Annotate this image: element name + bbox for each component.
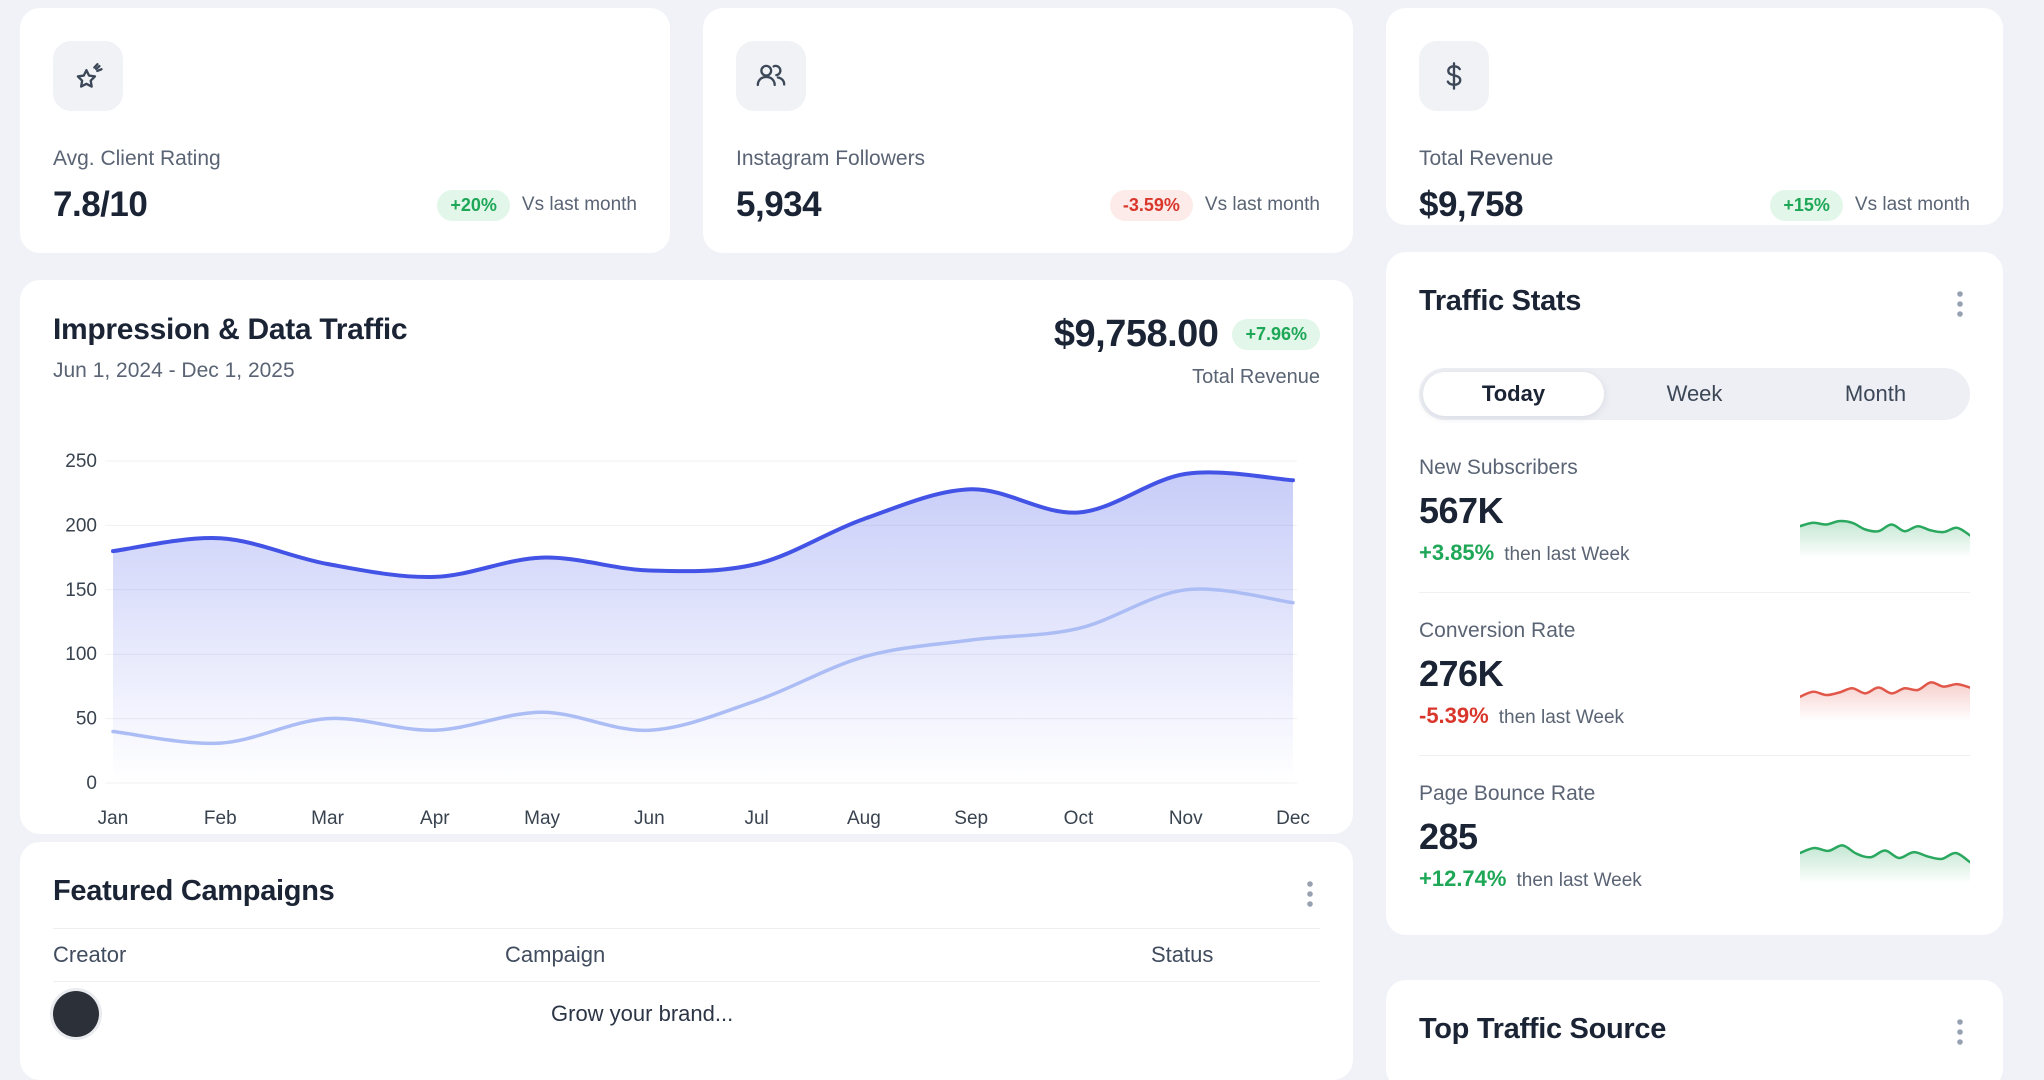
conversion-rate-sparkline <box>1800 681 1970 721</box>
svg-text:Jan: Jan <box>98 808 129 829</box>
dollar-icon <box>1419 41 1489 111</box>
svg-text:Oct: Oct <box>1064 808 1094 829</box>
tab-today[interactable]: Today <box>1423 372 1604 416</box>
stat-value: 7.8/10 <box>53 185 148 224</box>
chart-total-block: $9,758.00 +7.96% Total Revenue <box>1054 313 1320 389</box>
column-header-campaign: Campaign <box>505 942 606 967</box>
traffic-stats-menu-button[interactable] <box>1950 285 1970 328</box>
stat-card-avg-client-rating: Avg. Client Rating 7.8/10 +20% Vs last m… <box>20 8 670 253</box>
stat-value-row: 5,934 -3.59% Vs last month <box>736 185 1320 225</box>
svg-text:Nov: Nov <box>1169 808 1203 829</box>
delta-badge: +15% <box>1770 189 1843 221</box>
creator-avatar <box>53 991 99 1037</box>
stat-delta: +3.85% <box>1419 540 1495 565</box>
stat-value: $9,758 <box>1419 185 1524 224</box>
stat-row-page-bounce-rate: Page Bounce Rate 285 +12.74% then last W… <box>1419 782 1970 918</box>
svg-text:150: 150 <box>65 580 97 601</box>
campaign-cell: Grow your brand... <box>551 1001 734 1026</box>
stat-row-new-subscribers: New Subscribers 567K +3.85% then last We… <box>1419 456 1970 593</box>
svg-text:200: 200 <box>65 515 97 536</box>
stat-compare: then last Week <box>1516 870 1642 891</box>
svg-text:Mar: Mar <box>311 808 344 829</box>
right-column: Total Revenue $9,758 +15% Vs last month … <box>1386 8 2003 1080</box>
stat-row-conversion-rate: Conversion Rate 276K -5.39% then last We… <box>1419 619 1970 756</box>
svg-text:Apr: Apr <box>420 808 450 829</box>
period-tabs: Today Week Month <box>1419 368 1970 420</box>
svg-text:250: 250 <box>65 451 97 472</box>
compare-label: Vs last month <box>521 194 637 215</box>
traffic-stats-card: Traffic Stats Today Week Month New Subsc… <box>1386 252 2003 935</box>
total-revenue-label: Total Revenue <box>1192 366 1320 388</box>
stat-label: Page Bounce Rate <box>1419 782 1596 805</box>
chart-title: Impression & Data Traffic <box>53 313 408 346</box>
svg-text:Aug: Aug <box>847 808 881 829</box>
delta-badge: -3.59% <box>1109 189 1193 221</box>
total-revenue-delta-badge: +7.96% <box>1232 319 1320 350</box>
stat-card-instagram-followers: Instagram Followers 5,934 -3.59% Vs last… <box>703 8 1353 253</box>
stat-label: Avg. Client Rating <box>53 147 221 170</box>
kebab-menu-icon <box>1307 881 1313 907</box>
campaigns-table-header: Creator Campaign Status <box>53 928 1320 982</box>
kebab-menu-icon <box>1957 1019 1963 1045</box>
svg-text:Dec: Dec <box>1276 808 1310 829</box>
stat-compare: +20% Vs last month <box>437 189 637 221</box>
campaign-table-row[interactable]: Grow your brand... <box>53 982 1320 1037</box>
chart-header: Impression & Data Traffic Jun 1, 2024 - … <box>53 313 1320 389</box>
stat-card-total-revenue: Total Revenue $9,758 +15% Vs last month <box>1386 8 2003 225</box>
svg-text:May: May <box>524 808 560 829</box>
stat-compare: -3.59% Vs last month <box>1109 189 1320 221</box>
stat-value: 276K <box>1419 653 1504 694</box>
tab-week[interactable]: Week <box>1604 372 1785 416</box>
svg-text:0: 0 <box>86 773 97 794</box>
svg-text:100: 100 <box>65 644 97 665</box>
stat-label: Instagram Followers <box>736 147 926 170</box>
svg-text:Sep: Sep <box>954 808 988 829</box>
stat-delta: -5.39% <box>1419 703 1489 728</box>
delta-badge: +20% <box>437 189 510 221</box>
stat-value: 567K <box>1419 490 1504 531</box>
page-bounce-rate-sparkline <box>1800 844 1970 884</box>
stat-value: 285 <box>1419 816 1478 857</box>
top-traffic-source-menu-button[interactable] <box>1950 1013 1970 1056</box>
svg-text:Feb: Feb <box>204 808 237 829</box>
top-traffic-source-title: Top Traffic Source <box>1419 1013 1667 1045</box>
left-column: Avg. Client Rating 7.8/10 +20% Vs last m… <box>20 8 1353 1080</box>
users-icon <box>736 41 806 111</box>
column-header-status: Status <box>1151 942 1214 967</box>
featured-campaigns-menu-button[interactable] <box>1300 875 1320 918</box>
impression-data-traffic-card: Impression & Data Traffic Jun 1, 2024 - … <box>20 280 1353 834</box>
stat-compare: then last Week <box>1504 544 1630 565</box>
stat-value-row: $9,758 +15% Vs last month <box>1419 185 1970 225</box>
featured-campaigns-card: Featured Campaigns Creator Campaign Stat… <box>20 842 1353 1080</box>
compare-label: Vs last month <box>1204 194 1320 215</box>
kebab-menu-icon <box>1957 291 1963 317</box>
svg-text:Jun: Jun <box>634 808 665 829</box>
new-subscribers-sparkline <box>1800 519 1970 558</box>
stat-value: 5,934 <box>736 185 822 224</box>
stat-value-row: 7.8/10 +20% Vs last month <box>53 185 637 225</box>
featured-campaigns-title: Featured Campaigns <box>53 875 335 907</box>
svg-text:50: 50 <box>76 709 97 730</box>
top-traffic-source-card: Top Traffic Source <box>1386 980 2003 1080</box>
stat-compare: +15% Vs last month <box>1770 189 1970 221</box>
stat-label: Conversion Rate <box>1419 619 1576 642</box>
stat-compare: then last Week <box>1498 707 1625 728</box>
star-sparkle-icon <box>53 41 123 111</box>
svg-text:Jul: Jul <box>744 808 768 829</box>
kpi-card-row: Avg. Client Rating 7.8/10 +20% Vs last m… <box>20 8 1353 253</box>
column-header-creator: Creator <box>53 942 127 967</box>
traffic-stats-title: Traffic Stats <box>1419 285 1582 317</box>
traffic-area-chart: 0 50 100 150 200 250 Jan Feb Mar Apr May Jun Jul Aug S… <box>65 451 1310 829</box>
stat-label: New Subscribers <box>1419 456 1578 479</box>
stat-label: Total Revenue <box>1419 147 1554 170</box>
compare-label: Vs last month <box>1854 194 1970 215</box>
total-revenue-value: $9,758.00 <box>1053 313 1219 355</box>
stat-delta: +12.74% <box>1419 866 1507 891</box>
tab-month[interactable]: Month <box>1785 372 1966 416</box>
chart-date-range: Jun 1, 2024 - Dec 1, 2025 <box>53 359 295 382</box>
